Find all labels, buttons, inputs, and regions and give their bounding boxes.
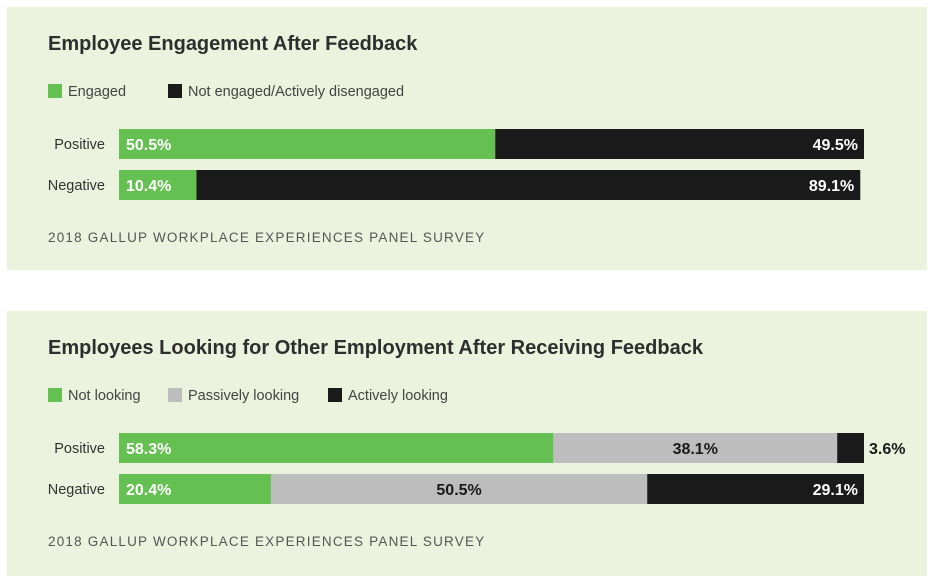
legend-label: Not engaged/Actively disengaged	[188, 84, 405, 100]
chart-source: 2018 GALLUP WORKPLACE EXPERIENCES PANEL …	[48, 230, 486, 245]
chart-plot: Positive 58.3% 38.1% 3.6% Negative 20.4% 50.5%…	[48, 433, 905, 504]
bar-negative-passively-looking	[270, 474, 648, 504]
data-label-negative-not-engaged-actively-disengaged: 89.1%	[809, 178, 854, 195]
chart-source: 2018 GALLUP WORKPLACE EXPERIENCES PANEL …	[48, 534, 486, 549]
legend-item-actively-looking: Actively looking	[328, 388, 448, 404]
legend-item-not-engaged: Not engaged/Actively disengaged	[168, 84, 404, 100]
legend-swatch	[168, 84, 182, 98]
data-label-positive-not-engaged-actively-disengaged: 49.5%	[813, 137, 858, 154]
chart-plot: Positive 50.5% 49.5% Negative 10.4% 89.1%	[48, 129, 864, 200]
bar-positive-passively-looking	[553, 433, 838, 463]
chart-title: Employee Engagement After Feedback	[48, 33, 418, 55]
data-label-positive-not-looking: 58.3%	[126, 441, 171, 458]
data-label-positive-passively-looking: 38.1%	[673, 441, 718, 458]
legend-swatch	[48, 84, 62, 98]
employment-chart-panel: Employees Looking for Other Employment A…	[7, 311, 927, 576]
category-label-negative: Negative	[48, 482, 105, 498]
data-label-negative-passively-looking: 50.5%	[436, 482, 481, 499]
data-label-negative-not-looking: 20.4%	[126, 482, 171, 499]
legend-label: Engaged	[68, 84, 127, 100]
bar-positive-not-looking	[119, 433, 554, 463]
legend-swatch	[168, 388, 182, 402]
legend-item-not-looking: Not looking	[48, 388, 141, 404]
bar-positive-actively-looking	[837, 433, 864, 463]
data-label-negative-actively-looking: 29.1%	[813, 482, 858, 499]
chart-title: Employees Looking for Other Employment A…	[48, 337, 703, 359]
legend-label: Actively looking	[348, 388, 448, 404]
category-label-positive: Positive	[54, 441, 105, 457]
category-label-negative: Negative	[48, 178, 105, 194]
data-label-positive-actively-looking: 3.6%	[869, 441, 905, 458]
bar-negative-not-engaged-actively-disengaged	[196, 170, 861, 200]
legend-item-engaged: Engaged	[48, 84, 126, 100]
category-label-positive: Positive	[54, 137, 105, 153]
bar-negative-actively-looking	[647, 474, 864, 504]
bar-positive-not-engaged-actively-disengaged	[495, 129, 864, 159]
data-label-negative-engaged: 10.4%	[126, 178, 171, 195]
legend-swatch	[328, 388, 342, 402]
engagement-chart-panel: Employee Engagement After Feedback Engag…	[7, 7, 927, 270]
bar-negative-engaged	[119, 170, 197, 200]
legend-label: Not looking	[68, 388, 141, 404]
legend-label: Passively looking	[188, 388, 300, 404]
bar-positive-engaged	[119, 129, 496, 159]
legend-swatch	[48, 388, 62, 402]
data-label-positive-engaged: 50.5%	[126, 137, 171, 154]
bar-negative-not-looking	[119, 474, 271, 504]
legend-item-passively-looking: Passively looking	[168, 388, 299, 404]
